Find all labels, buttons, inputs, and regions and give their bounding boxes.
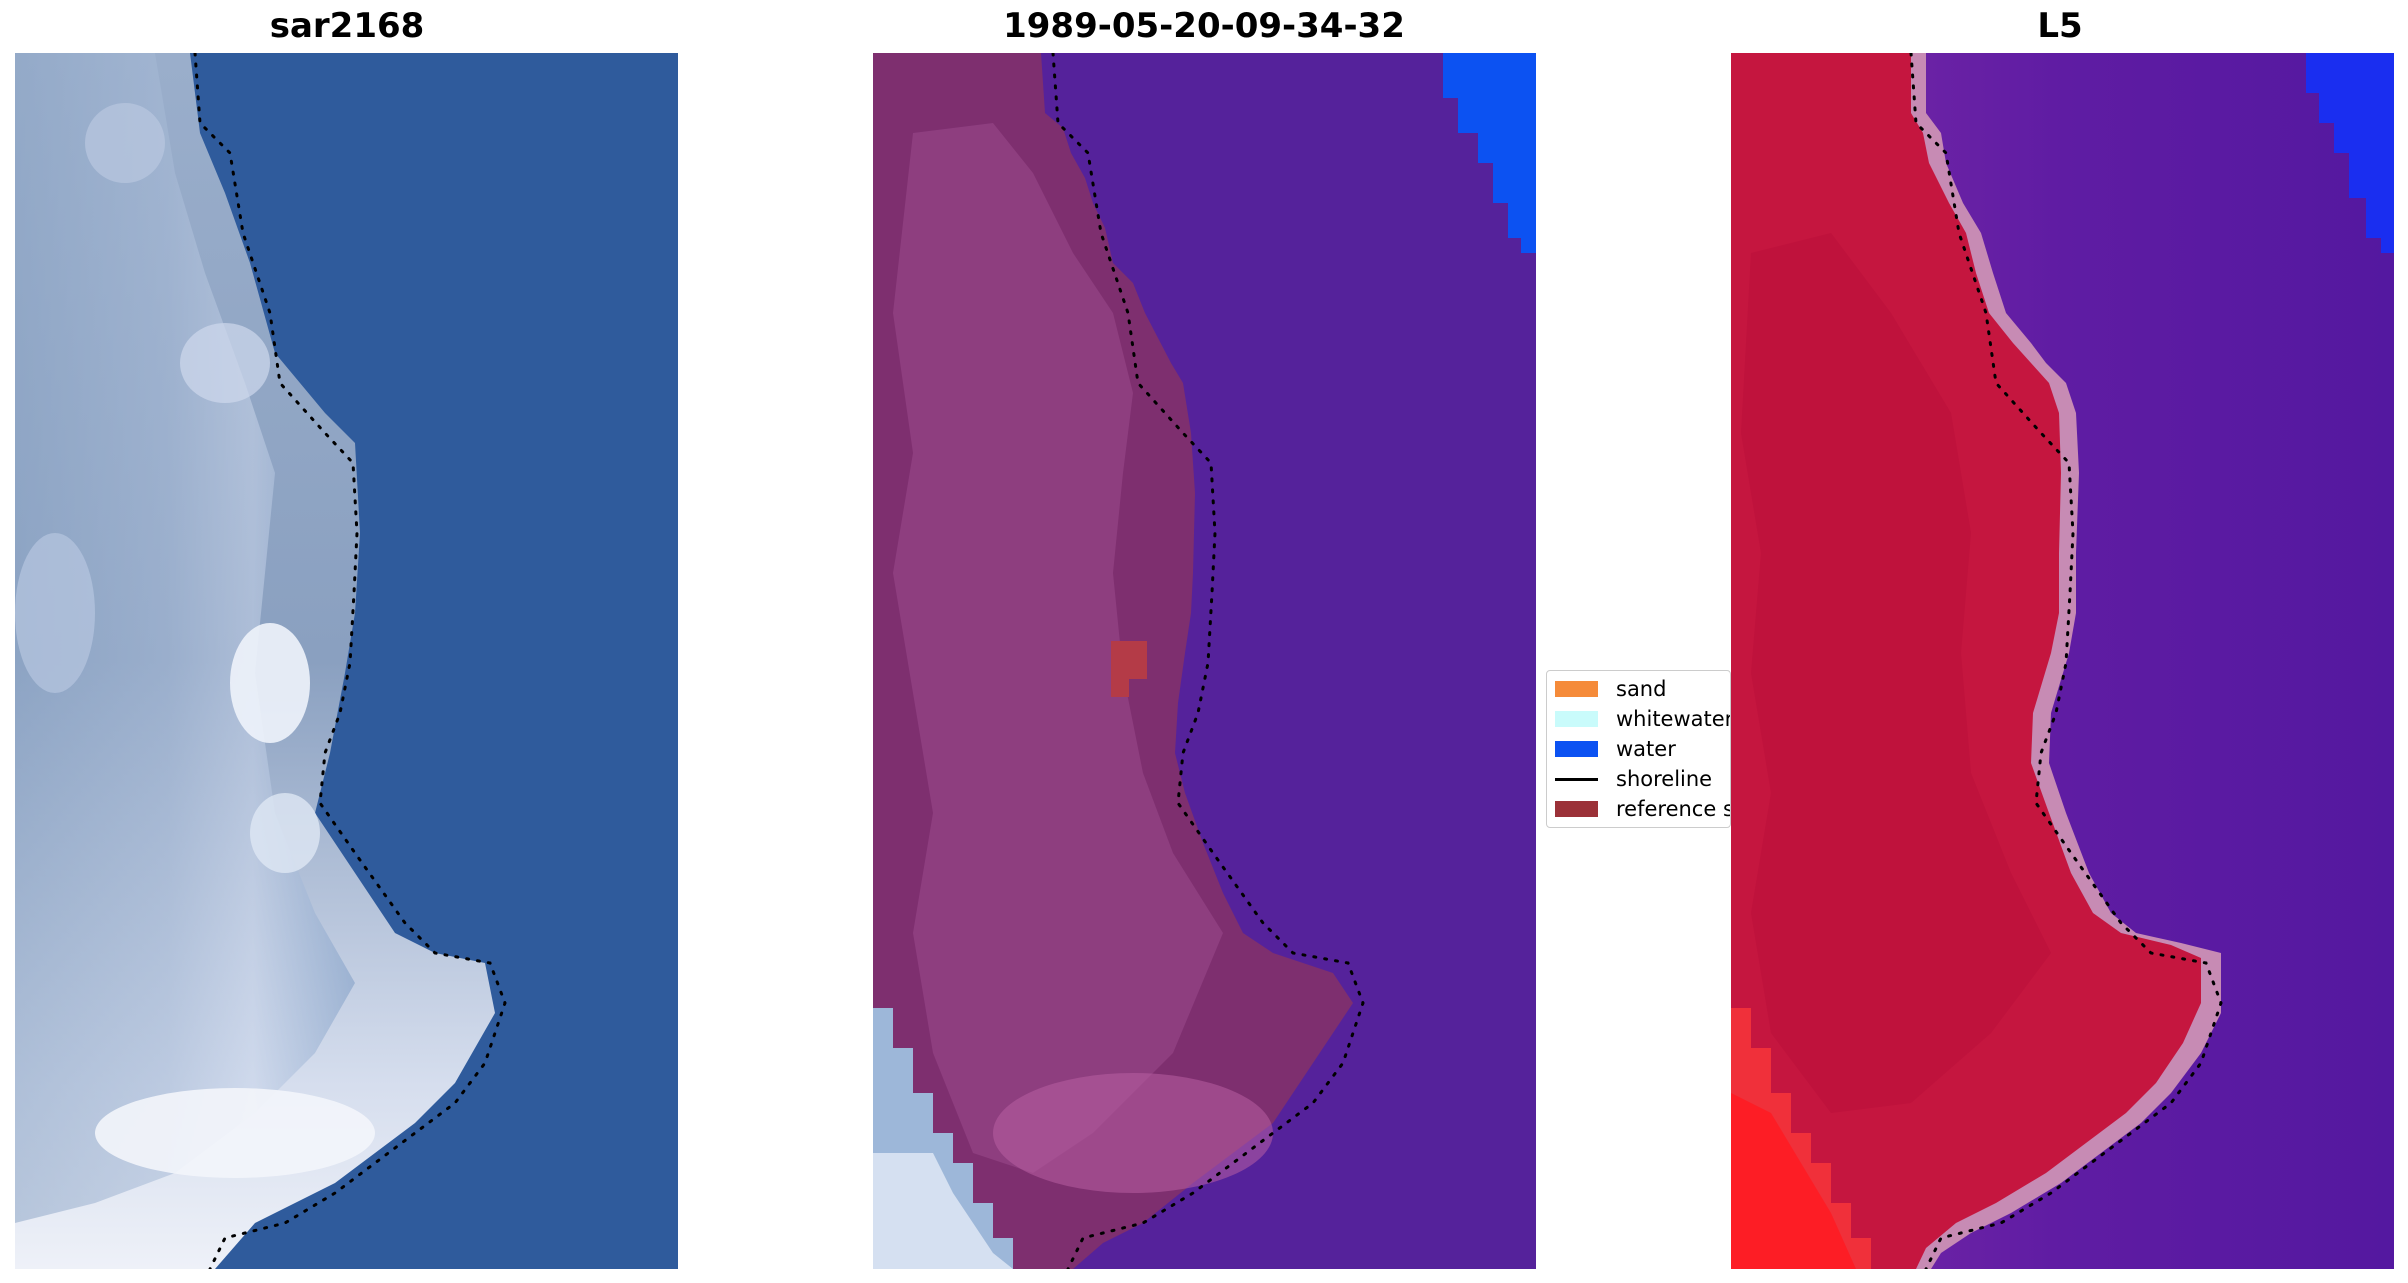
land-texture: [993, 1073, 1273, 1193]
land-index-area: [1731, 53, 2201, 1269]
legend-label: sand: [1616, 677, 1667, 701]
index-image-panel[interactable]: [1731, 53, 2394, 1269]
land-shading: [15, 53, 355, 1223]
reference-patch: [1111, 679, 1129, 697]
legend: sand whitewater water shoreline referenc…: [1546, 670, 1731, 828]
dark-patch: [15, 533, 95, 693]
legend-item-reference: reference s: [1555, 796, 1731, 822]
panel-title-index: L5: [2037, 6, 2083, 46]
bright-red-highlight: [1731, 1093, 1856, 1269]
high-water-patch: [2306, 53, 2394, 253]
land-texture: [1741, 233, 2051, 1113]
bright-patch: [180, 323, 270, 403]
bright-patch: [230, 623, 310, 743]
legend-item-whitewater: whitewater: [1555, 706, 1731, 732]
legend-label: shoreline: [1616, 767, 1713, 791]
legend-item-shoreline: shoreline: [1555, 766, 1712, 792]
bright-patch: [95, 1088, 375, 1178]
whitewater-swatch: [1555, 711, 1598, 727]
legend-item-water: water: [1555, 736, 1676, 762]
rgb-image-panel[interactable]: [15, 53, 678, 1269]
panel-title-classified: 1989-05-20-09-34-32: [1003, 6, 1405, 46]
whitewater-highlight: [873, 1153, 1013, 1269]
legend-label: reference s: [1616, 797, 1731, 821]
bright-patch: [85, 103, 165, 183]
classified-image: [873, 53, 1536, 1269]
rgb-image: [15, 53, 678, 1269]
bright-patch: [250, 793, 320, 873]
land-texture: [893, 123, 1223, 1173]
reference-patch: [1111, 641, 1147, 679]
legend-label: whitewater: [1616, 707, 1731, 731]
panel-title-rgb: sar2168: [269, 6, 425, 46]
sand-swatch: [1555, 681, 1598, 697]
legend-item-sand: sand: [1555, 676, 1666, 702]
reference-swatch: [1555, 801, 1598, 817]
classified-image-panel[interactable]: [873, 53, 1536, 1269]
index-image: [1731, 53, 2394, 1269]
open-water-patch: [1443, 53, 1536, 253]
legend-label: water: [1616, 737, 1676, 761]
water-swatch: [1555, 741, 1598, 757]
shoreline-line-icon: [1555, 777, 1598, 781]
